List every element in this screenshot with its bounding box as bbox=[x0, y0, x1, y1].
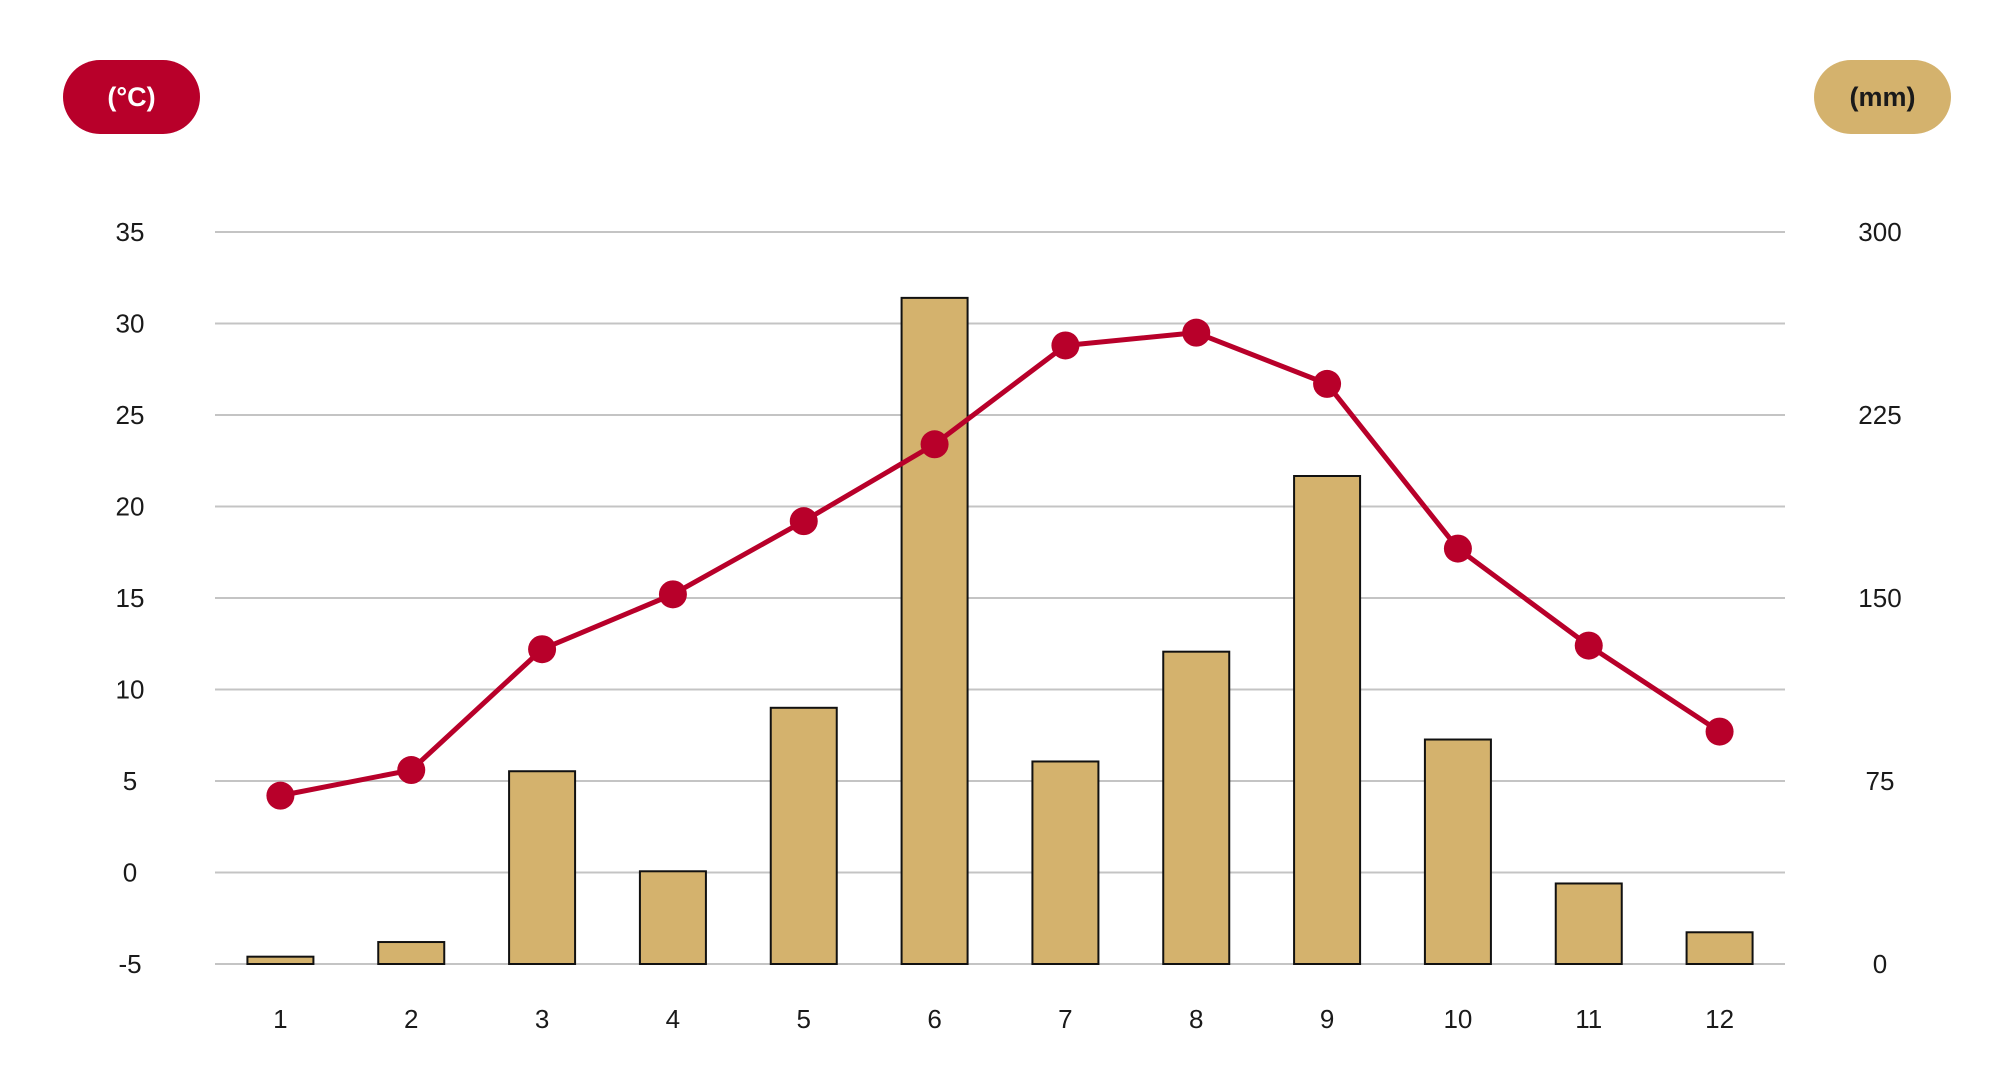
temperature-point bbox=[1705, 717, 1734, 746]
right-axis-tick-label: 225 bbox=[1858, 400, 1901, 430]
left-axis-tick-label: 15 bbox=[116, 583, 145, 613]
x-axis-tick-label: 6 bbox=[927, 1004, 941, 1034]
temperature-point bbox=[1443, 534, 1472, 563]
right-axis-tick-label: 300 bbox=[1858, 217, 1901, 247]
precipitation-bar bbox=[508, 770, 577, 965]
left-axis-tick-label: 30 bbox=[116, 309, 145, 339]
precipitation-bar bbox=[246, 955, 315, 965]
precipitation-bar bbox=[1554, 882, 1623, 965]
x-axis-tick-label: 2 bbox=[404, 1004, 418, 1034]
precipitation-bar bbox=[1685, 931, 1754, 966]
x-axis-tick-label: 10 bbox=[1443, 1004, 1472, 1034]
right-axis-tick-label: 150 bbox=[1858, 583, 1901, 613]
x-axis-tick-label: 9 bbox=[1320, 1004, 1334, 1034]
left-axis-tick-label: -5 bbox=[118, 949, 141, 979]
temperature-point bbox=[528, 635, 557, 664]
precipitation-bar bbox=[1162, 650, 1231, 965]
temperature-point bbox=[1574, 631, 1603, 660]
temperature-point bbox=[920, 430, 949, 459]
left-axis-tick-label: 20 bbox=[116, 492, 145, 522]
temperature-point bbox=[397, 756, 426, 785]
left-axis-tick-label: 0 bbox=[123, 858, 137, 888]
x-axis-tick-label: 12 bbox=[1705, 1004, 1734, 1034]
precipitation-bar bbox=[900, 296, 969, 965]
x-axis-tick-label: 7 bbox=[1058, 1004, 1072, 1034]
x-axis-tick-label: 3 bbox=[535, 1004, 549, 1034]
x-axis-tick-label: 4 bbox=[666, 1004, 680, 1034]
x-axis-tick-label: 5 bbox=[797, 1004, 811, 1034]
temperature-line bbox=[279, 330, 1721, 799]
right-axis-tick-label: 0 bbox=[1873, 949, 1887, 979]
temperature-point bbox=[789, 507, 818, 536]
precipitation-bar bbox=[1293, 475, 1362, 965]
precipitation-bar bbox=[377, 941, 446, 965]
precipitation-bar bbox=[1031, 760, 1100, 965]
temperature-point bbox=[1182, 318, 1211, 347]
precipitation-bar bbox=[638, 870, 707, 966]
x-axis-tick-label: 11 bbox=[1575, 1004, 1602, 1034]
temperature-point bbox=[1313, 369, 1342, 398]
right-axis-tick-label: 75 bbox=[1866, 766, 1895, 796]
left-axis-tick-label: 35 bbox=[116, 217, 145, 247]
temperature-unit-badge: (°C) bbox=[63, 60, 200, 134]
temperature-point bbox=[266, 781, 295, 810]
left-axis-tick-label: 25 bbox=[116, 400, 145, 430]
x-axis-tick-label: 1 bbox=[273, 1004, 287, 1034]
precipitation-bar bbox=[769, 706, 838, 965]
precipitation-bar bbox=[1423, 738, 1492, 966]
x-axis-tick-label: 8 bbox=[1189, 1004, 1203, 1034]
temperature-point bbox=[1051, 331, 1080, 360]
precipitation-unit-badge: (mm) bbox=[1814, 60, 1951, 134]
left-axis-tick-label: 5 bbox=[123, 766, 137, 796]
temperature-point bbox=[658, 580, 687, 609]
left-axis-tick-label: 10 bbox=[116, 675, 145, 705]
